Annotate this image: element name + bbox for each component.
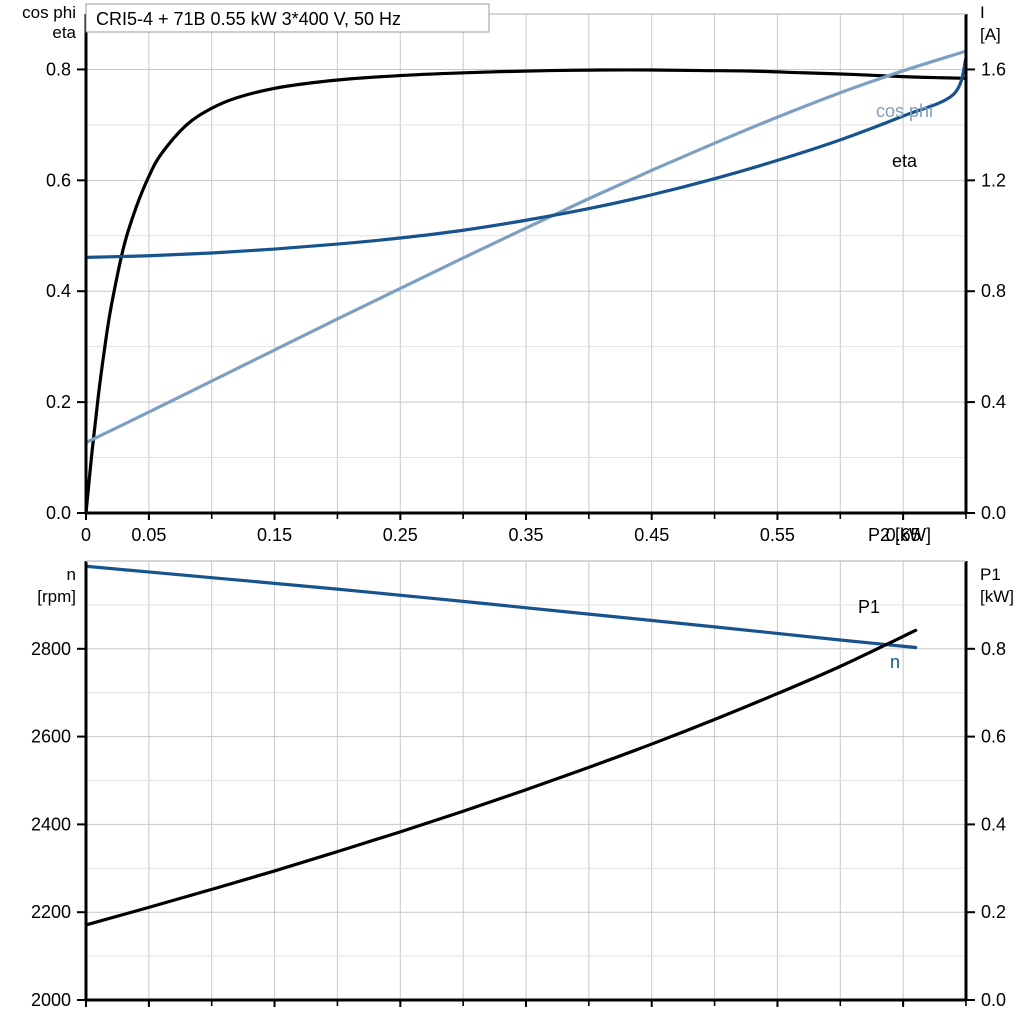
top-right-axis-title-line2: [A] <box>980 25 1001 44</box>
bottom-left-axis-title-line1: n <box>67 565 76 584</box>
curve-p1 <box>84 628 918 927</box>
tick-label-x: 0.05 <box>131 525 166 545</box>
curve-labels: cos phi eta P1 n <box>858 101 933 672</box>
curves-top <box>84 49 968 515</box>
curve-label-p1: P1 <box>858 597 880 617</box>
gridlines-bottom <box>86 561 966 1000</box>
bottom-right-axis-title-line2: [kW] <box>980 587 1014 606</box>
tick-label-y-right: 0.2 <box>981 902 1006 922</box>
tick-label-y-right: 0.8 <box>981 639 1006 659</box>
title-text: CRI5-4 + 71B 0.55 kW 3*400 V, 50 Hz <box>96 9 401 29</box>
tick-label-x: 0.25 <box>383 525 418 545</box>
title-box: CRI5-4 + 71B 0.55 kW 3*400 V, 50 Hz <box>85 3 490 33</box>
tick-label-y-right: 0.4 <box>981 392 1006 412</box>
x-axis-title: P2 [kW] <box>868 525 931 545</box>
curve-i <box>84 56 968 259</box>
curves-bottom <box>84 564 918 927</box>
tick-label-x: 0 <box>81 525 91 545</box>
tick-label-y-left: 2000 <box>31 990 71 1010</box>
tick-label-y-left: 2200 <box>31 902 71 922</box>
tick-label-y-left: 0.0 <box>46 503 71 523</box>
tick-label-y-right: 0.8 <box>981 281 1006 301</box>
tick-label-y-left: 0.6 <box>46 170 71 190</box>
tick-label-x: 0.35 <box>508 525 543 545</box>
curve-cos-phi <box>84 49 968 445</box>
curve-label-n: n <box>890 652 900 672</box>
tick-label-y-right: 0.6 <box>981 727 1006 747</box>
chart-panel-top: 0 0.05 0.15 0.25 0.35 0.45 0.55 0.65 0.0 0.2 0.4 0.… <box>46 13 1006 545</box>
tick-label-y-left: 0.4 <box>46 281 71 301</box>
tick-label-y-left: 0.2 <box>46 392 71 412</box>
gridlines-top <box>86 14 966 513</box>
bottom-left-axis-title-line2: [rpm] <box>37 587 76 606</box>
curve-label-cos-phi: cos phi <box>876 101 933 121</box>
ticks-bottom: 2000 2200 2400 2600 2800 0.0 0.2 0.4 0.6 0.8 <box>31 639 1006 1010</box>
tick-label-y-right: 1.6 <box>981 59 1006 79</box>
tick-label-x: 0.45 <box>634 525 669 545</box>
curve-n <box>84 564 918 650</box>
tick-label-x: 0.15 <box>257 525 292 545</box>
tick-label-y-left: 2400 <box>31 814 71 834</box>
ticks-top: 0 0.05 0.15 0.25 0.35 0.45 0.55 0.65 0.0 0.2 0.4 0.… <box>46 59 1006 545</box>
tick-label-y-left: 0.8 <box>46 59 71 79</box>
top-right-axis-title-line1: I <box>980 3 985 22</box>
top-left-axis-title-line1: cos phi <box>22 3 76 22</box>
tick-label-x: 0.55 <box>760 525 795 545</box>
chart-panel-bottom: 2000 2200 2400 2600 2800 0.0 0.2 0.4 0.6 0.8 <box>31 560 1006 1010</box>
tick-label-y-left: 2600 <box>31 727 71 747</box>
tick-label-y-right: 0.4 <box>981 814 1006 834</box>
axis-frame-bottom <box>84 560 968 1002</box>
tick-label-y-right: 1.2 <box>981 170 1006 190</box>
tick-label-y-left: 2800 <box>31 639 71 659</box>
tick-label-y-right: 0.0 <box>981 503 1006 523</box>
tick-label-x: 0.65 <box>886 525 921 545</box>
curve-eta <box>84 68 968 515</box>
top-left-axis-title-line2: eta <box>52 23 76 42</box>
curve-label-eta: eta <box>892 151 918 171</box>
title-box-border <box>85 3 490 33</box>
bottom-right-axis-title-line1: P1 <box>980 565 1001 584</box>
tick-label-y-right: 0.0 <box>981 990 1006 1010</box>
